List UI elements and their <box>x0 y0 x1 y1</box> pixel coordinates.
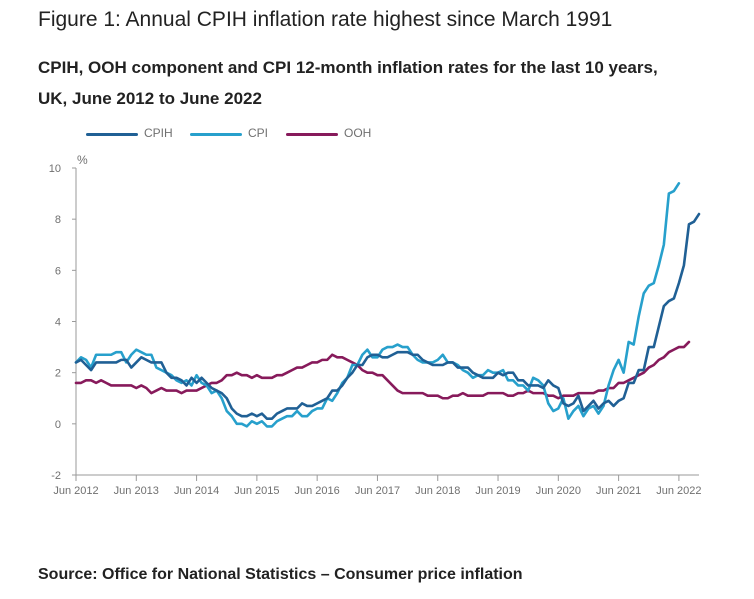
y-tick-label: 8 <box>55 214 61 226</box>
y-tick-label: -2 <box>51 470 61 482</box>
x-tick-label: Jun 2014 <box>174 485 219 497</box>
legend-swatch-ooh <box>286 133 338 136</box>
y-tick-label: 10 <box>49 163 61 175</box>
x-tick-label: Jun 2015 <box>234 485 279 497</box>
x-tick-label: Jun 2022 <box>656 485 701 497</box>
x-tick-label: Jun 2013 <box>114 485 159 497</box>
x-tick-label: Jun 2016 <box>295 485 340 497</box>
series-line-ooh[interactable] <box>74 340 691 400</box>
series-lines <box>74 182 701 428</box>
legend-label-cpih: CPIH <box>144 126 173 140</box>
y-tick-label: 6 <box>55 265 61 277</box>
x-tick-label: Jun 2019 <box>475 485 520 497</box>
source-note: Source: Office for National Statistics –… <box>38 566 523 583</box>
y-tick-label: 4 <box>55 317 61 329</box>
x-tick-label: Jun 2017 <box>355 485 400 497</box>
x-tick-label: Jun 2018 <box>415 485 460 497</box>
legend-label-ooh: OOH <box>344 126 372 140</box>
legend-swatch-cpi <box>190 133 242 136</box>
x-axis: Jun 2012 Jun 2013 Jun 2014 Jun 2015 Jun 2016… <box>53 474 702 497</box>
series-line-cpih[interactable] <box>74 212 701 421</box>
series-line-cpi[interactable] <box>74 182 681 428</box>
y-axis: -2 0 2 4 6 8 10 <box>49 163 77 482</box>
legend-swatch-cpih <box>86 133 138 136</box>
y-tick-label: 2 <box>55 368 61 380</box>
x-tick-label: Jun 2012 <box>53 485 98 497</box>
y-axis-unit-label: % <box>77 153 88 167</box>
x-tick-label: Jun 2021 <box>596 485 641 497</box>
figure-subtitle: CPIH, OOH component and CPI 12-month inf… <box>38 58 658 108</box>
y-tick-label: 0 <box>55 419 61 431</box>
legend-label-cpi: CPI <box>248 126 269 140</box>
figure-title: Figure 1: Annual CPIH inflation rate hig… <box>38 8 613 31</box>
x-tick-label: Jun 2020 <box>536 485 581 497</box>
